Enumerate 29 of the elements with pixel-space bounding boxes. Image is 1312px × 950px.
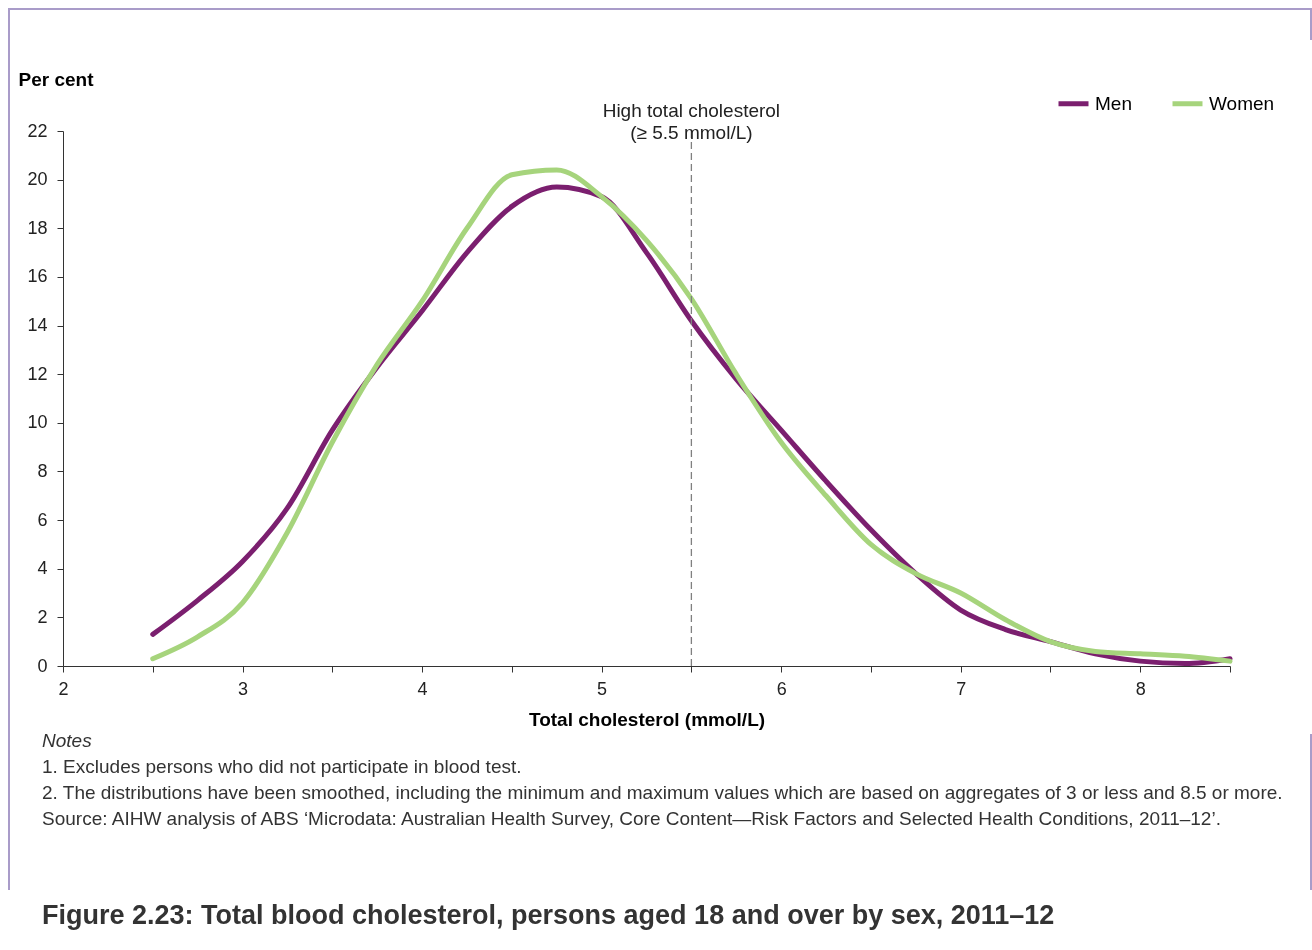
ref-line-label: High total cholesterol (≥ 5.5 mmol/L) — [602, 100, 781, 143]
y-tick-label: 10 — [27, 412, 48, 433]
x-tick-label: 2 — [58, 678, 69, 699]
source-note: Source: AIHW analysis of ABS ‘Microdata: Australian Health Survey, Core Content—Risk Factors and Selected Health Conditions, 2011–12’. — [42, 807, 1222, 831]
x-axis-title: Total cholesterol (mmol/L) — [528, 708, 766, 730]
x-tick-label: 4 — [417, 678, 428, 699]
text: Notes — [42, 729, 93, 753]
x-tick-label: 3 — [238, 678, 249, 699]
y-tick-label: 14 — [27, 315, 48, 336]
y-tick-label: 8 — [37, 460, 48, 481]
y-tick-label: 22 — [27, 120, 48, 141]
y-tick-label: 2 — [37, 606, 48, 627]
x-tick-label: 8 — [1135, 678, 1146, 699]
text: 2. The distributions have been smoothed, including the minimum and maximum values which are based on aggregates of 3 or less and 8.5 or more. — [42, 781, 1284, 805]
y-tick-label: 16 — [27, 266, 48, 287]
y-tick-label: 20 — [27, 169, 48, 190]
y-tick-label: 18 — [27, 217, 48, 238]
legend-label: Women — [1209, 92, 1275, 114]
y-tick-label: 12 — [27, 363, 48, 384]
x-tick-label: 5 — [597, 678, 608, 699]
y-tick-label: 0 — [37, 655, 48, 676]
y-axis-title: Per cent — [18, 68, 95, 90]
legend-label: Men — [1095, 92, 1132, 114]
x-tick-label: 6 — [776, 678, 787, 699]
text: 1. Excludes persons who did not participate in blood test. — [42, 755, 523, 779]
y-tick-label: 6 — [37, 509, 48, 530]
x-tick-label: 7 — [956, 678, 967, 699]
text: Figure 2.23: Total blood cholesterol, persons aged 18 and over by sex, 2011–12 — [42, 900, 1055, 931]
y-tick-label: 4 — [37, 558, 48, 579]
